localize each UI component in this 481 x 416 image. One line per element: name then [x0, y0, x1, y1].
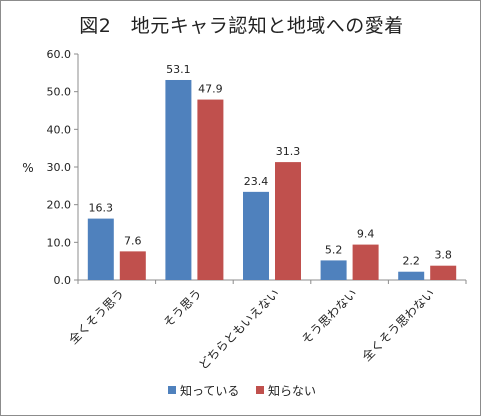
data-label: 47.9 — [198, 83, 223, 96]
legend-swatch — [256, 386, 264, 394]
legend-swatch — [168, 386, 176, 394]
category-label: そう思わない — [299, 286, 360, 347]
bar-known — [165, 79, 192, 281]
bar-unknown — [352, 244, 379, 280]
data-labels: 16.3 7.6 53.1 47.9 23.4 31.3 5.2 9.4 2.2 3.8 — [89, 63, 452, 268]
category-label: そう思う — [161, 286, 205, 330]
legend-label: 知っている — [180, 384, 239, 398]
y-tick-label: 10.0 — [47, 236, 72, 249]
legend-label: 知らない — [268, 384, 316, 398]
bar-known — [398, 271, 425, 280]
bar-known — [320, 260, 347, 280]
data-label: 7.6 — [124, 234, 142, 247]
bar-unknown — [275, 162, 301, 280]
bar-known — [87, 218, 114, 280]
data-label: 9.4 — [357, 228, 375, 241]
y-tick-label: 60.0 — [47, 48, 72, 61]
data-label: 31.3 — [276, 145, 301, 158]
category-label: 全くそう思う — [65, 286, 127, 348]
data-label: 5.2 — [325, 243, 343, 256]
category-label: どちらともいえない — [196, 286, 282, 372]
y-tick-label: 50.0 — [47, 86, 72, 99]
y-tick-label: 0.0 — [54, 274, 72, 287]
bar-unknown — [197, 99, 224, 281]
y-tick-label: 40.0 — [47, 123, 72, 136]
data-label: 16.3 — [89, 202, 114, 215]
y-tick-label: 20.0 — [47, 199, 72, 212]
axes: 0.0 10.0 20.0 30.0 40.0 50.0 60.0% — [22, 48, 467, 287]
bar-unknown — [119, 251, 146, 280]
bar-unknown — [430, 265, 457, 280]
y-axis-label: % — [22, 161, 33, 175]
category-label: 全くそう思わない — [359, 286, 437, 364]
y-tick-label: 30.0 — [47, 161, 72, 174]
bars — [87, 79, 457, 281]
bar-known — [243, 191, 269, 280]
data-label: 2.2 — [402, 255, 420, 268]
data-label: 53.1 — [166, 63, 191, 76]
legend: 知っている 知らない — [168, 384, 316, 398]
data-label: 3.8 — [434, 249, 452, 262]
chart-title: 図2 地元キャラ認知と地域への愛着 — [79, 15, 404, 37]
data-label: 23.4 — [244, 175, 269, 188]
